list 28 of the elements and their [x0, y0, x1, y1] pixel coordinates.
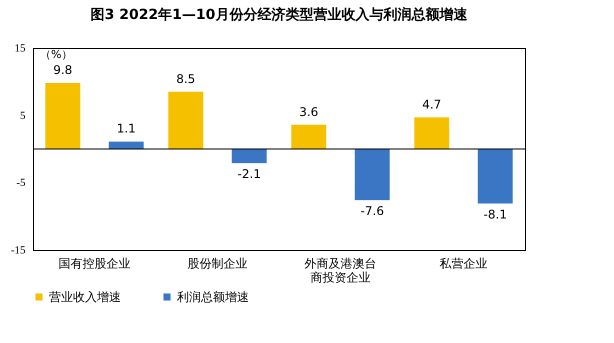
bar	[414, 117, 450, 149]
x-tick-label: 外商及港澳台商投资企业	[304, 256, 376, 284]
bar	[45, 83, 80, 149]
y-tick-label: 15	[14, 42, 26, 54]
bar	[478, 149, 513, 204]
y-tick-label: -15	[10, 244, 26, 256]
data-label: 4.7	[422, 97, 442, 112]
data-label: 1.1	[116, 122, 136, 136]
data-label: 3.6	[299, 104, 318, 119]
data-label: -7.6	[360, 204, 384, 218]
data-label: 9.8	[53, 63, 72, 78]
legend-label: 营业收入增速	[49, 290, 121, 304]
x-tick-label: 股份制企业	[188, 256, 248, 270]
y-tick-label: -5	[16, 177, 26, 190]
data-label: 8.5	[176, 72, 196, 86]
x-tick-label: 私营企业	[440, 256, 488, 270]
chart-title: 图3 2022年1—10月份分经济类型营业收入与利润总额增速	[90, 6, 468, 23]
x-tick-label: 国有控股企业	[58, 256, 130, 270]
bar	[232, 149, 267, 164]
bar	[291, 124, 326, 149]
bar	[354, 149, 390, 200]
data-label: -8.1	[484, 208, 507, 222]
y-tick-label: 5	[20, 110, 26, 122]
y-axis-title: （%）	[40, 48, 72, 61]
bar	[108, 142, 144, 149]
legend-label: 利润总额增速	[177, 290, 249, 304]
bar	[168, 92, 204, 149]
data-label: -2.1	[238, 167, 261, 182]
